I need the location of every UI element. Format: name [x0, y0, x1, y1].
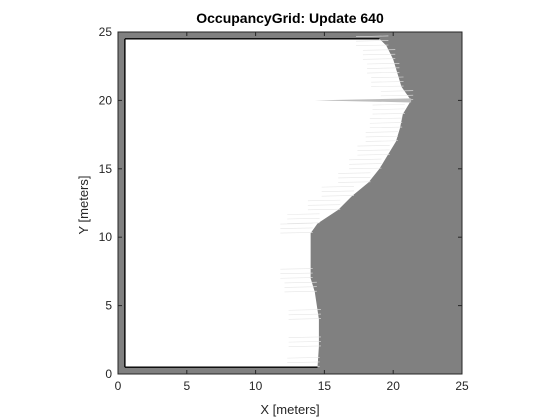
y-tick-label: 0	[105, 367, 112, 381]
ray-line	[288, 318, 321, 320]
ray-line	[362, 58, 396, 60]
ray-line	[372, 108, 405, 110]
ray-line	[365, 140, 399, 142]
ray-line	[280, 268, 313, 270]
x-axis-label: X [meters]	[260, 402, 319, 417]
ray-line	[357, 145, 390, 147]
axes-box	[117, 31, 463, 375]
ray-line	[287, 222, 320, 224]
ray-line	[280, 227, 313, 229]
y-axis-label: Y [meters]	[76, 175, 91, 234]
ray-line	[380, 94, 414, 97]
y-tick-label: 15	[99, 162, 113, 176]
x-tick-label: 10	[249, 379, 263, 393]
ray-line	[307, 204, 341, 206]
ray-line	[338, 181, 371, 183]
ray-line	[284, 281, 317, 284]
ray-line	[369, 126, 403, 129]
ray-line	[369, 122, 403, 124]
ray-line	[356, 44, 389, 46]
ray-spike	[314, 98, 412, 103]
ray-line	[349, 163, 382, 165]
ray-line	[280, 277, 313, 279]
ray-line	[287, 357, 320, 359]
x-tick-label: 0	[115, 379, 122, 393]
ray-line	[349, 158, 382, 161]
ray-line	[307, 199, 341, 202]
ray-line	[284, 290, 317, 293]
ray-line	[288, 336, 321, 338]
ray-line	[357, 154, 390, 156]
x-tick-label: 20	[387, 379, 401, 393]
ray-line	[367, 72, 400, 74]
ray-line	[369, 117, 403, 120]
ray-line	[321, 186, 354, 188]
ray-line	[280, 232, 313, 234]
ray-line	[284, 286, 317, 288]
ray-line	[372, 113, 405, 115]
ray-line	[288, 313, 321, 316]
ray-line	[338, 172, 371, 174]
x-tick-label: 5	[183, 379, 190, 393]
occupied-walls	[124, 38, 380, 368]
ray-line	[321, 195, 354, 197]
ray-line	[356, 35, 389, 37]
ray-line	[338, 176, 371, 179]
y-tick-label: 25	[99, 25, 113, 39]
ray-line	[349, 167, 382, 170]
x-tick-label: 15	[318, 379, 332, 393]
ray-line	[380, 90, 414, 92]
ray-line	[367, 67, 400, 69]
y-tick-label: 20	[99, 93, 113, 107]
ray-line	[362, 53, 396, 56]
ray-line	[372, 104, 405, 106]
chart-title: OccupancyGrid: Update 640	[196, 10, 384, 26]
y-axis: 0 5 10 15 20 25	[99, 25, 462, 381]
ray-line	[307, 208, 341, 211]
x-axis: 0 5 10 15 20 25	[115, 32, 469, 393]
ray-line	[365, 135, 399, 138]
ray-line	[287, 218, 320, 220]
ray-line	[288, 345, 321, 347]
ray-line	[365, 131, 399, 133]
ray-line	[288, 341, 321, 343]
ray-line	[287, 213, 320, 215]
ray-line	[371, 81, 404, 83]
ray-line	[321, 190, 354, 192]
x-tick-label: 25	[455, 379, 469, 393]
ray-line	[357, 149, 390, 151]
ray-line	[371, 85, 404, 88]
ray-line	[362, 49, 396, 51]
ray-line	[367, 63, 400, 65]
y-tick-label: 10	[99, 230, 113, 244]
ray-line	[280, 223, 313, 225]
free-space-region	[124, 38, 412, 368]
plot-area	[117, 31, 463, 375]
ray-line	[356, 40, 389, 42]
ray-line	[288, 309, 321, 311]
y-tick-label: 5	[105, 299, 112, 313]
ray-line	[371, 76, 404, 78]
ray-line	[280, 272, 313, 275]
ray-line	[287, 361, 320, 363]
